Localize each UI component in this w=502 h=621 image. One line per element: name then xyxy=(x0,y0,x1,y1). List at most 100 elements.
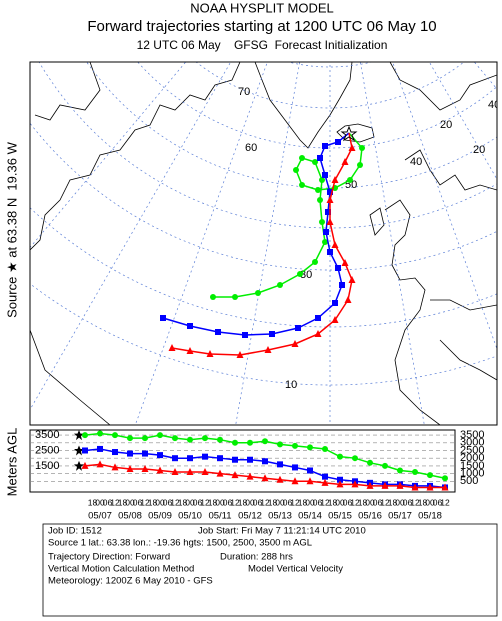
trajectory-marker xyxy=(315,315,321,321)
grid-label: 20 xyxy=(440,119,452,131)
latitude-line xyxy=(38,62,497,229)
trajectory-marker xyxy=(160,315,166,321)
hour-label: 06 xyxy=(193,497,203,507)
start-height-label: 3500 xyxy=(35,429,59,441)
height-marker xyxy=(397,467,403,474)
start-height-label: 1500 xyxy=(35,460,59,472)
hour-label: 00 xyxy=(95,497,105,507)
height-marker xyxy=(81,461,89,469)
date-label: 05/15 xyxy=(328,511,352,522)
trajectory-marker xyxy=(322,143,328,149)
hour-label: 00 xyxy=(395,497,405,507)
hour-label: 18 xyxy=(208,497,218,507)
date-label: 05/16 xyxy=(358,511,382,522)
height-marker xyxy=(187,455,193,462)
height-marker xyxy=(112,449,118,456)
trajectory-marker xyxy=(297,271,303,277)
trajectory-marker xyxy=(255,290,261,296)
date-label: 05/09 xyxy=(148,511,172,522)
height-marker xyxy=(232,456,238,463)
height-marker xyxy=(292,464,298,471)
trajectory-marker xyxy=(341,158,349,165)
trajectory-marker xyxy=(339,282,345,288)
trajectory-marker xyxy=(314,330,322,337)
height-marker xyxy=(82,447,88,454)
trajectory-marker xyxy=(269,331,275,337)
height-marker xyxy=(412,469,418,476)
info-text: Duration: 288 hrs xyxy=(220,552,293,563)
hour-label: 06 xyxy=(313,497,323,507)
height-frame xyxy=(29,429,456,493)
height-marker xyxy=(307,444,313,451)
height-marker xyxy=(202,453,208,460)
height-marker xyxy=(201,468,209,476)
trajectory-marker xyxy=(357,162,363,168)
height-marker xyxy=(112,432,118,439)
meridian-line xyxy=(392,62,497,350)
hour-label: 12 xyxy=(260,497,270,507)
date-label: 05/11 xyxy=(208,511,231,522)
trajectory-marker xyxy=(312,259,318,265)
date-label: 05/10 xyxy=(178,511,202,522)
height-marker xyxy=(127,435,133,442)
meridian-line xyxy=(473,62,497,90)
trajectory-marker xyxy=(317,155,323,161)
hour-label: 18 xyxy=(148,497,158,507)
height-marker xyxy=(187,436,193,443)
height-marker xyxy=(127,450,133,457)
height-marker xyxy=(217,455,223,462)
trajectory-marker xyxy=(322,239,328,245)
height-chart: 3500300025002000150010005003500250015001… xyxy=(30,429,484,522)
height-marker xyxy=(262,458,268,465)
hour-label: 18 xyxy=(238,497,248,507)
height-marker xyxy=(126,464,134,472)
info: Job ID: 1512 Job Start: Fri May 7 11:21:… xyxy=(48,526,366,587)
trajectory-marker xyxy=(317,197,323,203)
latitude-line xyxy=(30,283,497,386)
hour-label: 12 xyxy=(230,497,240,507)
trajectory-marker xyxy=(312,159,318,165)
trajectory-marker xyxy=(186,347,194,354)
hour-label: 06 xyxy=(133,497,143,507)
info-text: Source 1 lat.: 63.38 lon.: -19.36 hgts: … xyxy=(48,538,312,549)
trajectory-marker xyxy=(323,229,329,235)
hour-label: 06 xyxy=(163,497,173,507)
start-star xyxy=(74,445,84,456)
trajectory-marker xyxy=(264,346,272,353)
trajectory-marker xyxy=(325,209,331,215)
height-marker xyxy=(426,483,434,491)
trajectory-marker xyxy=(359,145,365,151)
date-label: 05/12 xyxy=(238,511,262,522)
trajectory-marker xyxy=(326,218,334,225)
height-marker xyxy=(142,450,148,457)
hour-label: 18 xyxy=(178,497,188,507)
trajectory-marker xyxy=(347,177,353,183)
height-marker xyxy=(291,477,299,485)
y-tick-label: 1500 xyxy=(460,460,484,472)
height-marker xyxy=(322,473,328,480)
info-text: Model Vertical Velocity xyxy=(248,564,343,575)
trajectory-marker xyxy=(327,189,333,195)
trajectory-marker xyxy=(335,139,341,145)
trajectory-marker xyxy=(187,323,193,329)
hour-label: 18 xyxy=(418,497,428,507)
trajectory-marker xyxy=(319,219,325,225)
height-marker xyxy=(382,462,388,469)
y-tick-label: 2000 xyxy=(460,452,484,464)
height-marker xyxy=(171,468,179,476)
y-tick-label: 1000 xyxy=(460,468,484,480)
trajectory-marker xyxy=(335,265,341,271)
meridian-line xyxy=(30,62,187,249)
trajectory-line xyxy=(162,132,350,336)
hour-label: 06 xyxy=(373,497,383,507)
y-tick-label: 3500 xyxy=(460,429,484,441)
trajectory-marker xyxy=(206,350,214,357)
height-marker xyxy=(411,483,419,491)
hour-label: 12 xyxy=(140,497,150,507)
hour-label: 00 xyxy=(275,497,285,507)
trajectory-marker xyxy=(331,316,339,323)
height-marker xyxy=(142,435,148,442)
height-marker xyxy=(427,472,433,479)
coastlines xyxy=(30,62,497,425)
height-marker xyxy=(337,453,343,460)
